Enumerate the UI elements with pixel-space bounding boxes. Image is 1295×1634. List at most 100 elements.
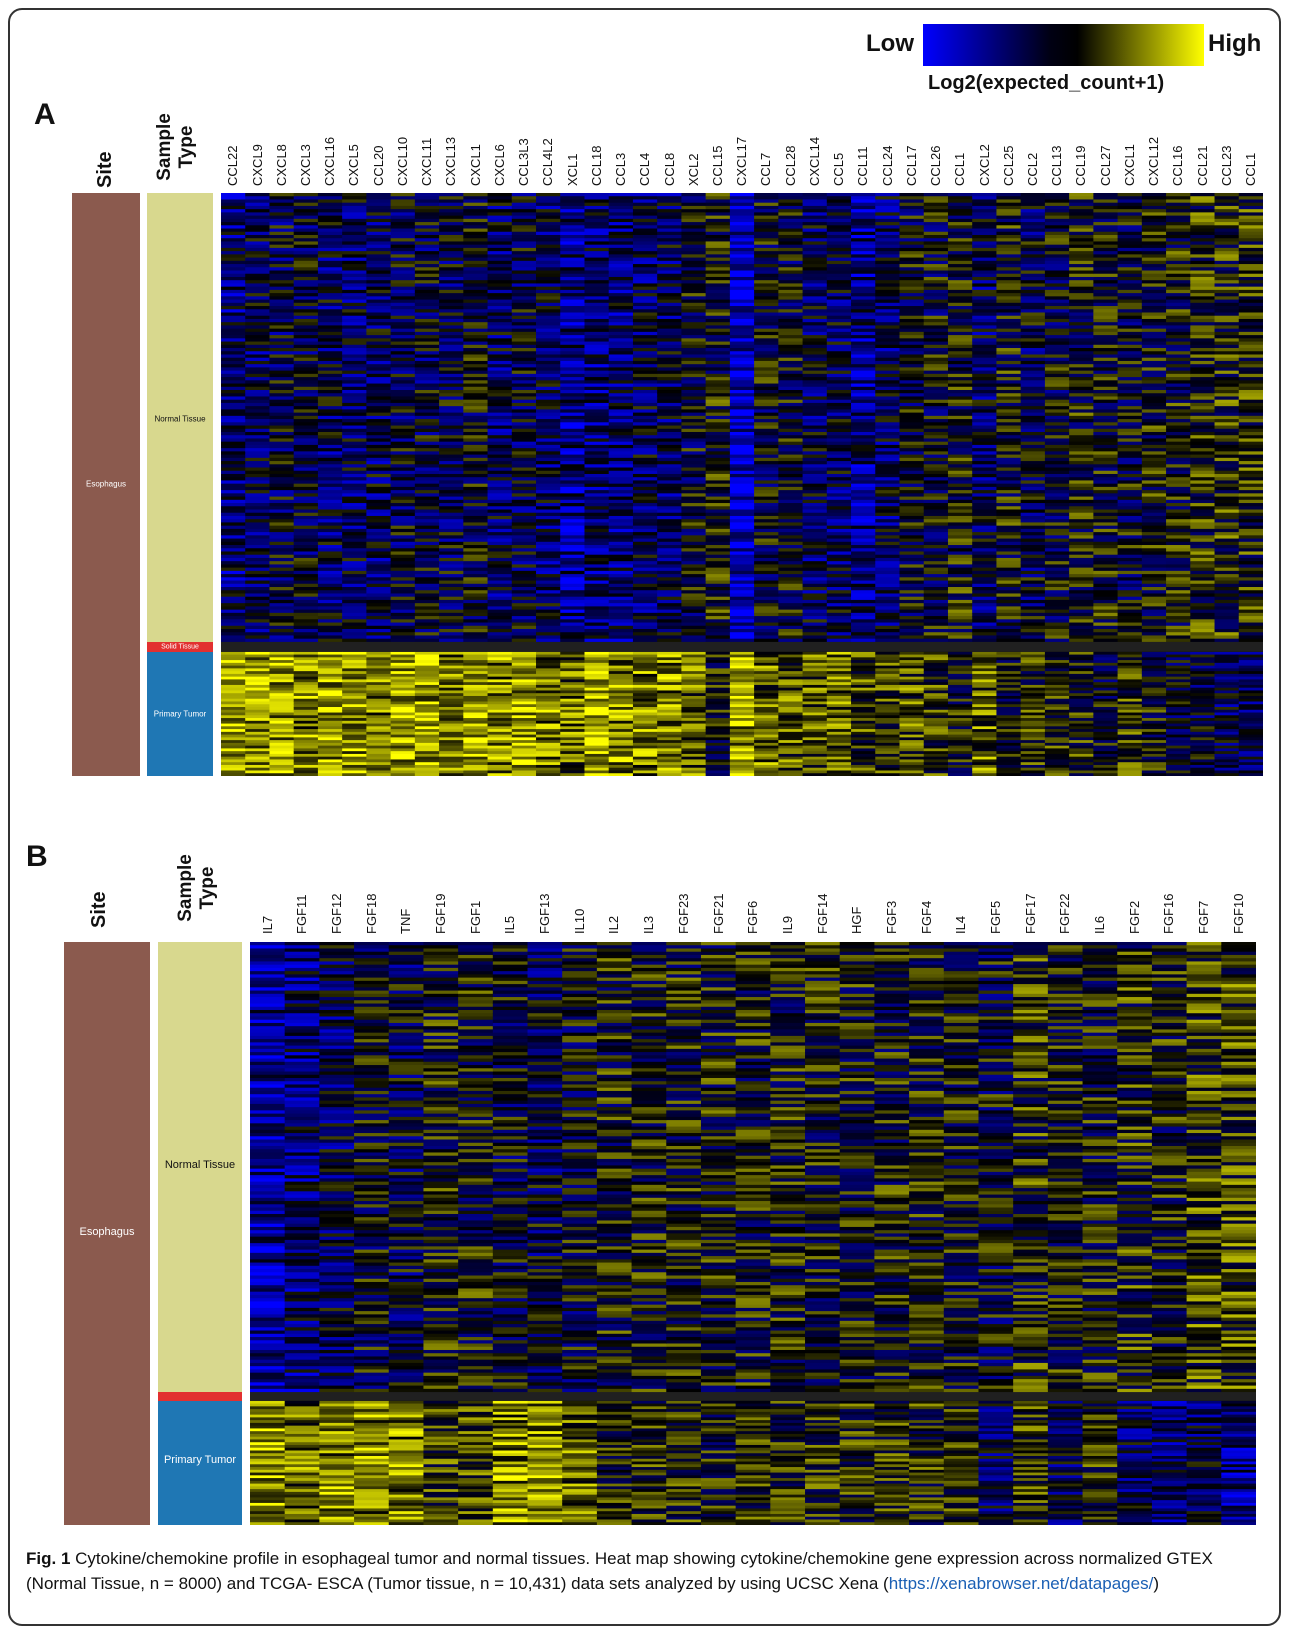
heat-cell xyxy=(463,682,489,686)
heat-cell xyxy=(390,767,416,771)
heat-cell xyxy=(269,587,295,591)
heat-cell xyxy=(826,635,852,640)
heat-cell xyxy=(366,632,392,636)
heat-cell xyxy=(536,441,561,446)
heat-cell xyxy=(608,616,634,620)
heat-cell xyxy=(705,632,731,636)
heat-cell xyxy=(536,199,561,204)
heat-cell xyxy=(317,467,343,472)
heat-cell xyxy=(729,257,755,262)
heat-cell xyxy=(414,723,440,727)
heat-cell xyxy=(584,241,610,246)
heat-cell xyxy=(390,218,416,223)
heat-cell xyxy=(293,341,319,346)
heat-cell xyxy=(608,386,634,391)
heat-cell xyxy=(221,665,246,669)
heat-cell xyxy=(584,280,610,284)
heat-cell xyxy=(463,312,489,317)
heat-cell xyxy=(439,373,464,378)
heat-cell xyxy=(705,561,731,565)
heat-cell xyxy=(778,473,804,478)
heat-cell xyxy=(463,196,489,200)
heat-cell xyxy=(705,625,731,630)
heat-cell xyxy=(366,393,392,397)
heat-cell xyxy=(584,309,610,313)
heat-cell xyxy=(536,354,561,359)
heat-cell xyxy=(317,515,343,520)
heat-cell xyxy=(390,325,416,330)
heat-cell xyxy=(439,293,464,297)
heat-cell xyxy=(366,698,392,702)
heat-cell xyxy=(584,662,610,667)
heat-cell xyxy=(366,315,392,320)
heat-cell xyxy=(511,698,537,702)
heat-cell xyxy=(511,561,537,565)
heat-cell xyxy=(657,679,682,683)
heat-cell xyxy=(754,386,779,391)
heat-cell xyxy=(342,341,367,346)
heat-cell xyxy=(414,373,440,378)
heat-cell xyxy=(608,215,634,220)
heat-cell xyxy=(536,351,561,355)
heat-cell xyxy=(657,357,682,362)
heat-cell xyxy=(439,567,464,572)
heat-cell xyxy=(826,726,852,730)
heat-cell xyxy=(729,682,755,686)
heat-cell xyxy=(342,202,367,207)
heat-cell xyxy=(439,386,464,391)
heat-cell xyxy=(584,673,610,678)
heat-cell xyxy=(317,464,343,469)
heat-cell xyxy=(705,276,731,281)
heat-cell xyxy=(317,538,343,543)
heat-cell xyxy=(245,438,270,443)
heat-cell xyxy=(705,222,731,226)
heat-cell xyxy=(439,467,464,472)
heat-cell xyxy=(463,665,489,669)
heat-cell xyxy=(463,393,489,397)
heat-cell xyxy=(269,759,295,763)
heat-cell xyxy=(632,373,658,378)
heat-cell xyxy=(584,467,610,472)
heat-cell xyxy=(269,654,295,658)
heat-cell xyxy=(584,399,610,404)
heat-cell xyxy=(414,451,440,456)
heat-cell xyxy=(729,767,755,771)
heat-cell xyxy=(778,751,804,755)
heat-cell xyxy=(851,289,876,294)
heat-cell xyxy=(560,718,585,722)
heat-cell xyxy=(681,532,707,536)
heat-cell xyxy=(681,454,707,459)
heat-cell xyxy=(632,773,658,776)
heat-cell xyxy=(439,745,464,749)
heat-cell xyxy=(221,367,246,372)
heat-cell xyxy=(778,515,804,520)
heat-cell xyxy=(729,509,755,514)
heat-cell xyxy=(269,480,295,485)
heat-cell xyxy=(608,548,634,552)
heat-cell xyxy=(536,386,561,391)
heat-cell xyxy=(826,509,852,514)
heat-cell xyxy=(826,202,852,207)
heat-cell xyxy=(269,673,295,678)
heat-cell xyxy=(293,351,319,355)
heat-cell xyxy=(851,590,876,594)
heat-cell xyxy=(317,570,343,575)
heat-cell xyxy=(536,764,561,769)
heat-cell xyxy=(487,441,513,446)
heat-cell xyxy=(802,707,828,711)
heat-cell xyxy=(245,209,270,213)
heat-cell xyxy=(608,493,634,498)
heat-cell xyxy=(366,593,392,598)
heat-cell xyxy=(802,619,828,624)
heat-cell xyxy=(390,580,416,585)
heat-cell xyxy=(584,354,610,359)
heat-cell xyxy=(487,701,513,705)
heat-cell xyxy=(511,477,537,481)
heat-cell xyxy=(851,461,876,465)
heat-cell xyxy=(778,718,804,722)
heat-cell xyxy=(221,596,246,601)
heat-cell xyxy=(390,470,416,475)
heat-cell xyxy=(705,386,731,391)
heat-cell xyxy=(584,273,610,278)
heat-cell xyxy=(681,309,707,313)
